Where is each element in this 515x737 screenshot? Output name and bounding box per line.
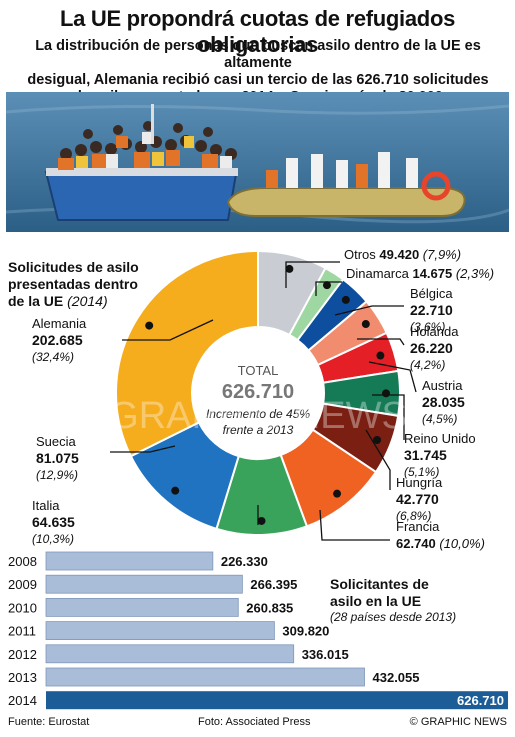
pie-center-label: TOTAL xyxy=(238,363,279,378)
pie-value-dinamarca: 14.675 xyxy=(412,266,455,281)
bar-title: Solicitantes de xyxy=(330,576,429,592)
pie-center-note: Incremento de 45% xyxy=(206,407,310,421)
pie-value-austria: 28.035 xyxy=(422,394,465,410)
pie-label-reinounido: Reino Unido xyxy=(404,431,476,446)
pie-pct-austria: (4,5%) xyxy=(422,412,457,426)
pie-pct-italia: (10,3%) xyxy=(32,532,74,546)
pie-pct-dinamarca: (2,3%) xyxy=(456,266,494,281)
pie-leader-line xyxy=(365,429,391,490)
pie-pct-holanda: (4,2%) xyxy=(410,358,445,372)
pie-pointer-hungra xyxy=(373,436,382,445)
bar-title: asilo en la UE xyxy=(330,593,421,609)
pie-leader-line xyxy=(110,445,176,453)
bar-year-label: 2010 xyxy=(8,600,37,615)
pie-label-blgica: Bélgica xyxy=(410,286,453,301)
bar-value-2009: 266.395 xyxy=(250,577,297,592)
pie-value-reinounido: 31.745 xyxy=(404,447,447,463)
pie-leader-line xyxy=(319,509,390,541)
pie-slice-alemania xyxy=(115,249,259,458)
pie-pointer-suecia xyxy=(171,486,180,495)
bar-value-2012: 336.015 xyxy=(302,647,349,662)
pie-leader-line xyxy=(357,338,405,346)
pie-leader-line xyxy=(315,281,342,296)
page-title: La UE propondrá cuotas de refugiados obl… xyxy=(59,6,456,57)
bar-year-label: 2008 xyxy=(8,554,37,569)
pie-label-austria: Austria xyxy=(422,378,463,393)
pie-title: de la UE (2014) xyxy=(8,293,108,309)
pie-title-year: (2014) xyxy=(67,293,107,309)
pie-value-alemania: 202.685 xyxy=(32,332,83,348)
pie-label-italia: Italia xyxy=(32,498,60,513)
pie-label-otros: Otros 49.420 (7,9%) xyxy=(344,247,461,262)
bar-value-2010: 260.835 xyxy=(246,600,293,615)
pie-label-suecia: Suecia xyxy=(36,434,77,449)
pie-leader-line xyxy=(372,394,405,440)
pie-pointer-holanda xyxy=(361,320,370,329)
pie-pct-suecia: (12,9%) xyxy=(36,468,78,482)
pie-label-hungra: Hungría xyxy=(396,475,443,490)
bar-year-label: 2014 xyxy=(8,693,37,708)
refugee-boat-photo xyxy=(6,92,509,232)
bar-2008 xyxy=(45,551,214,571)
pie-pct-francia: (10,0%) xyxy=(439,536,485,551)
watermark: GRAPHIC NEWS xyxy=(109,395,407,437)
pie-pct-blgica: (3,6%) xyxy=(410,320,445,334)
pie-pointer-francia xyxy=(333,489,342,498)
pie-label-dinamarca: Dinamarca 14.675 (2,3%) xyxy=(346,266,494,281)
bar-2011 xyxy=(45,621,275,640)
pie-pointer-alemania xyxy=(145,321,154,330)
bar-value-2013: 432.055 xyxy=(373,670,420,685)
pie-pointer-blgica xyxy=(341,295,350,304)
pie-value-francia: 62.740 (10,0%) xyxy=(396,536,485,551)
pie-pct-otros: (7,9%) xyxy=(423,247,461,262)
pie-value-blgica: 22.710 xyxy=(410,302,453,318)
bar-year-label: 2009 xyxy=(8,577,37,592)
pie-leader-line xyxy=(122,319,214,341)
bar-year-label: 2011 xyxy=(8,624,36,639)
pie-center-value: 626.710 xyxy=(222,381,294,403)
source-note: Fuente: Eurostat xyxy=(8,716,90,728)
pie-leader-line xyxy=(285,261,340,288)
pie-value-hungra: 42.770 xyxy=(396,491,439,507)
bar-2009 xyxy=(45,574,243,594)
pie-pct-hungra: (6,8%) xyxy=(396,509,431,523)
bar-2012 xyxy=(45,644,295,664)
pie-value-suecia: 81.075 xyxy=(36,450,79,466)
pie-pointer-otros xyxy=(285,264,294,273)
publisher-credit: © GRAPHIC NEWS xyxy=(409,716,507,728)
bar-year-label: 2013 xyxy=(8,670,37,685)
bar-value-2011: 309.820 xyxy=(282,624,329,639)
pie-center-note: frente a 2013 xyxy=(223,423,294,437)
subtitle-line: La distribución de personas que buscan a… xyxy=(35,38,481,71)
pie-value-otros: 49.420 xyxy=(379,247,422,262)
pie-title: presentadas dentro xyxy=(8,276,138,292)
bar-value-2008: 226.330 xyxy=(221,554,268,569)
pie-pct-reinounido: (5,1%) xyxy=(404,465,439,479)
bar-value-2014: 626.710 xyxy=(457,693,504,708)
bar-2010 xyxy=(45,598,239,617)
pie-label-alemania: Alemania xyxy=(32,316,87,331)
pie-label-francia: Francia xyxy=(396,519,440,534)
pie-pointer-austria xyxy=(376,351,385,360)
bar-year-label: 2012 xyxy=(8,647,37,662)
pie-label-holanda: Holanda xyxy=(410,324,459,339)
photo-credit: Foto: Associated Press xyxy=(198,716,311,728)
bar-note: (28 países desde 2013) xyxy=(330,610,456,624)
pie-value-italia: 64.635 xyxy=(32,514,75,530)
pie-pointer-italia xyxy=(257,516,266,525)
pie-pct-alemania: (32,4%) xyxy=(32,350,74,364)
pie-title: Solicitudes de asilo xyxy=(8,259,139,275)
bar-2014 xyxy=(46,691,508,710)
pie-value-holanda: 26.220 xyxy=(410,340,453,356)
pie-pointer-dinamarca xyxy=(322,281,331,290)
pie-leader-line xyxy=(368,361,417,393)
bar-2013 xyxy=(45,667,365,687)
subtitle-line: desigual, Alemania recibió casi un terci… xyxy=(27,72,489,88)
pie-leader-line xyxy=(334,305,404,316)
